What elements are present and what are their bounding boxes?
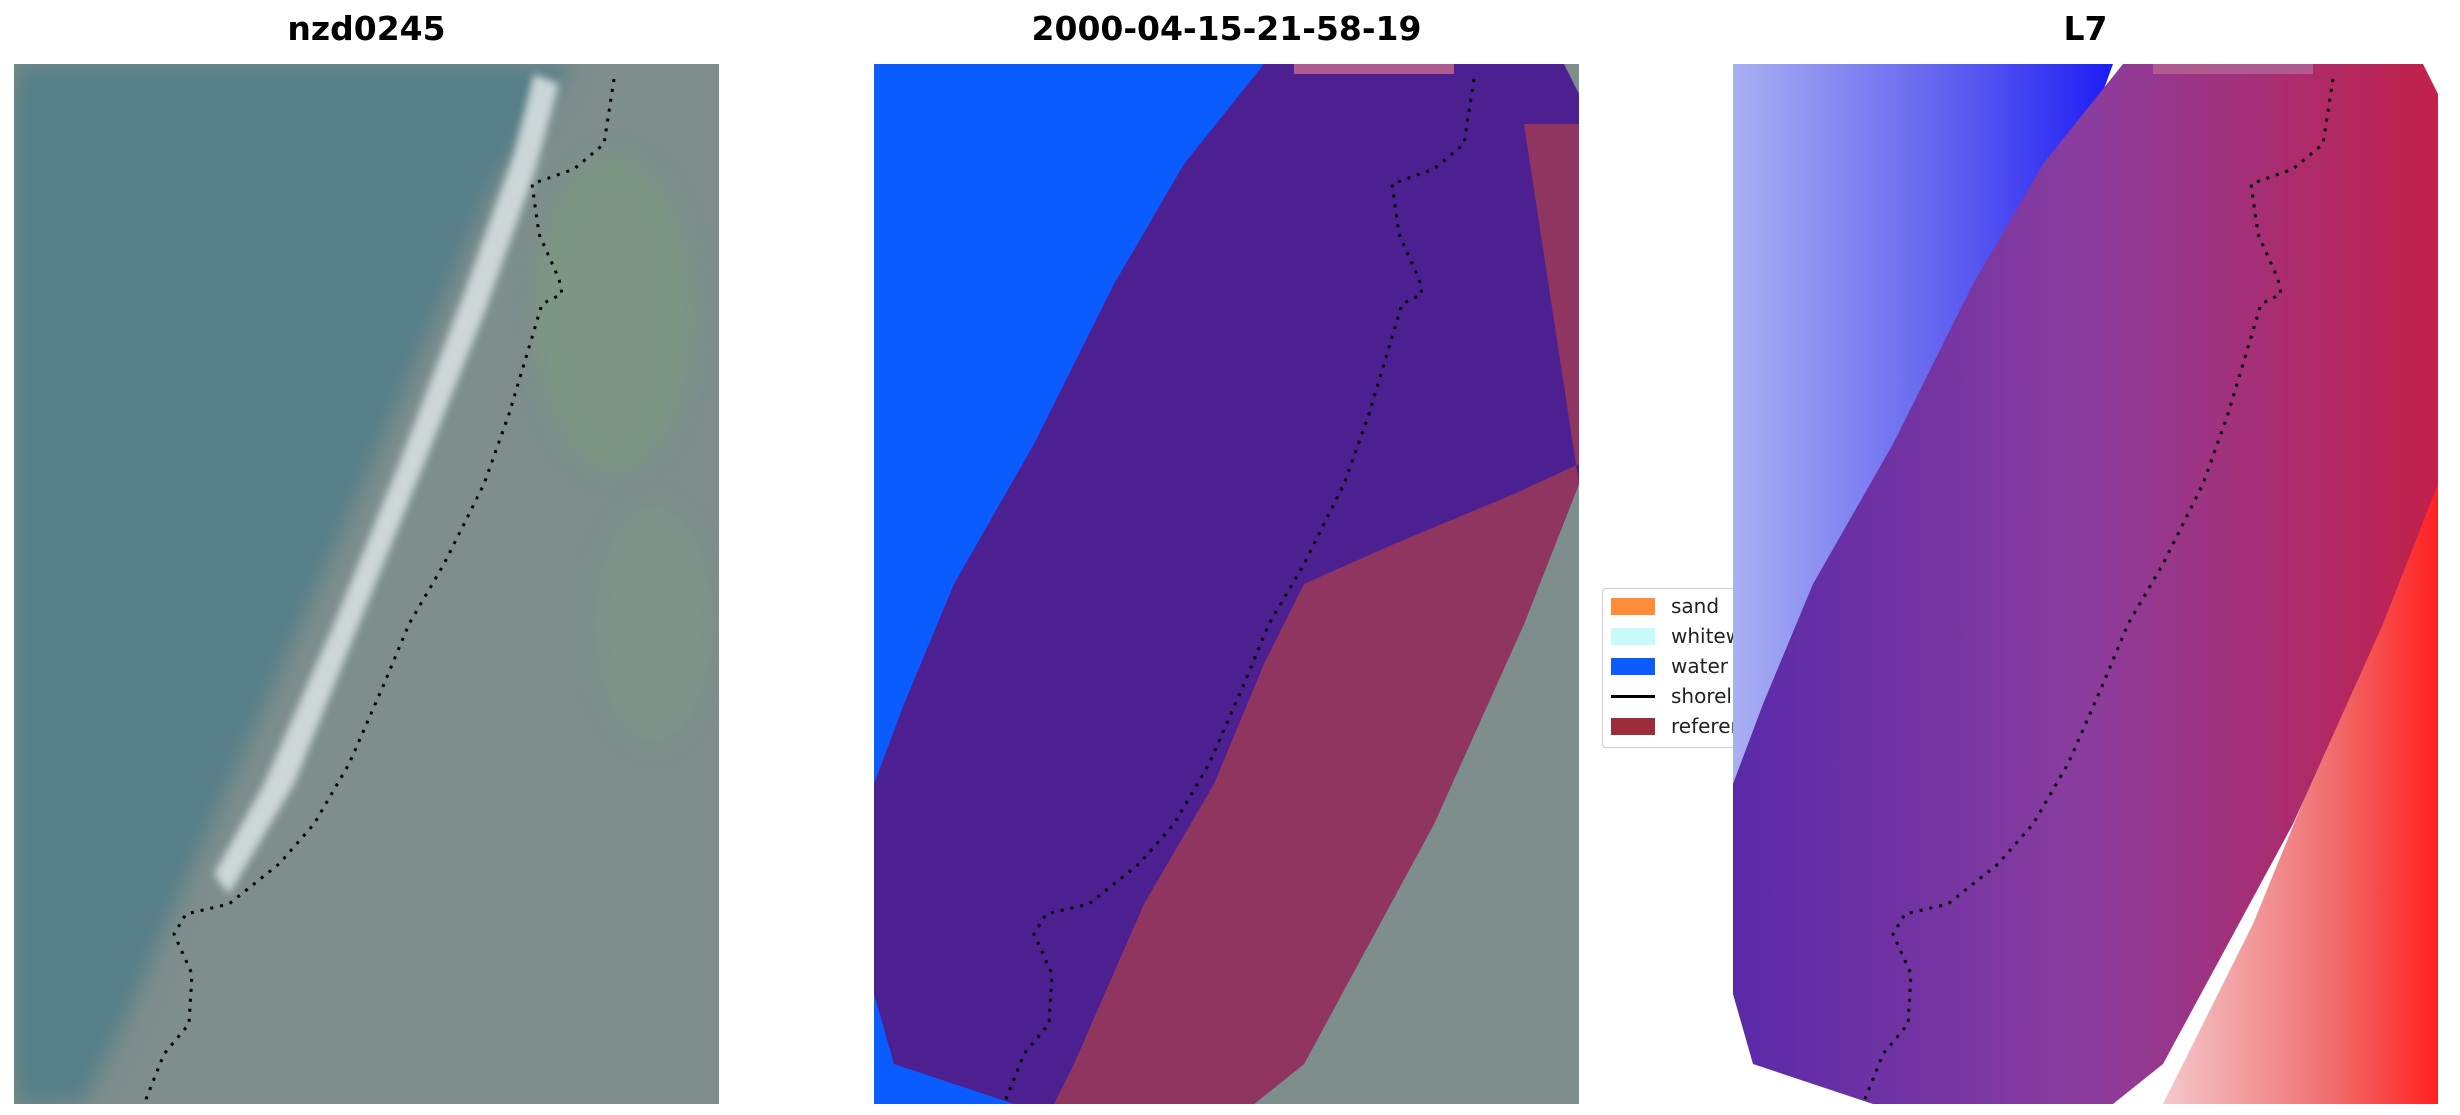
legend-item-water: water [1609, 653, 1763, 679]
buffer-zone [1733, 64, 2438, 1104]
reference-overlay [1054, 124, 1579, 1104]
reference-overlay [2153, 64, 2313, 74]
land-index-area [2163, 124, 2438, 1104]
whitewater-swatch [1611, 628, 1655, 645]
shoreline-line [1861, 78, 2335, 1104]
sand-swatch [1611, 598, 1655, 615]
satellite-image-panel[interactable] [14, 64, 719, 1104]
index-panel[interactable] [1733, 64, 2438, 1104]
satellite-image [14, 64, 719, 1104]
shoreline-line [1002, 78, 1476, 1104]
ocean-area [14, 64, 574, 1104]
reference-swatch [1611, 718, 1655, 735]
panel-title-classified: 2000-04-15-21-58-19 [1031, 9, 1422, 48]
legend-label-water: water [1671, 654, 1728, 678]
classification-map [874, 64, 1579, 1104]
whitewater-strip [214, 74, 559, 894]
legend-label-sand: sand [1671, 594, 1720, 618]
panel-title-index: L7 [2063, 9, 2108, 48]
vegetation-patch [534, 154, 694, 474]
vegetation-patch [594, 504, 714, 744]
reference-overlay [1294, 64, 1454, 74]
shoreline-line [142, 78, 616, 1104]
index-map [1733, 64, 2438, 1104]
shoreline-swatch [1611, 695, 1655, 698]
classification-panel[interactable] [874, 64, 1579, 1104]
water-swatch [1611, 658, 1655, 675]
legend-item-sand: sand [1609, 593, 1763, 619]
panel-title-image: nzd0245 [287, 9, 446, 48]
